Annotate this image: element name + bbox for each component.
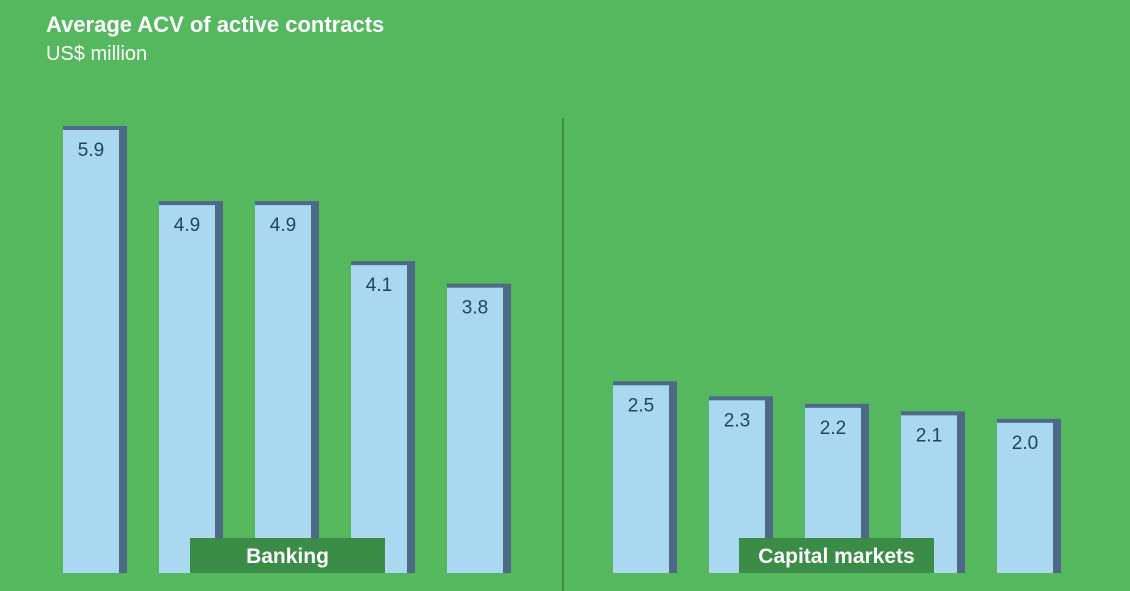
group-label-box bbox=[739, 538, 934, 573]
bar-face bbox=[63, 130, 119, 573]
bar-face bbox=[613, 385, 669, 573]
data-label: 2.0 bbox=[1012, 433, 1038, 454]
data-label: 2.5 bbox=[628, 395, 654, 416]
bar bbox=[997, 418, 1061, 573]
data-label: 2.3 bbox=[724, 410, 750, 431]
data-label: 2.2 bbox=[820, 418, 846, 439]
bar bbox=[255, 201, 319, 573]
bar-face bbox=[159, 205, 215, 573]
data-label: 5.9 bbox=[78, 140, 104, 161]
bar-face bbox=[255, 205, 311, 573]
chart-title: Average ACV of active contracts bbox=[46, 12, 385, 37]
bar-face bbox=[447, 287, 503, 573]
bar bbox=[159, 201, 223, 573]
group-label: Capital markets bbox=[758, 545, 914, 568]
group-label-box bbox=[190, 538, 385, 573]
data-label: 4.9 bbox=[270, 215, 296, 236]
chart-subtitle: US$ million bbox=[46, 43, 148, 65]
group-label: Banking bbox=[246, 545, 329, 568]
bar bbox=[613, 381, 677, 573]
data-label: 2.1 bbox=[916, 425, 942, 446]
bar-face bbox=[997, 422, 1053, 573]
data-label: 3.8 bbox=[462, 298, 488, 319]
bar bbox=[351, 261, 415, 573]
data-label: 4.1 bbox=[366, 275, 392, 296]
bar-face bbox=[351, 265, 407, 573]
bar bbox=[63, 126, 127, 573]
bar bbox=[447, 283, 511, 573]
data-label: 4.9 bbox=[174, 215, 200, 236]
